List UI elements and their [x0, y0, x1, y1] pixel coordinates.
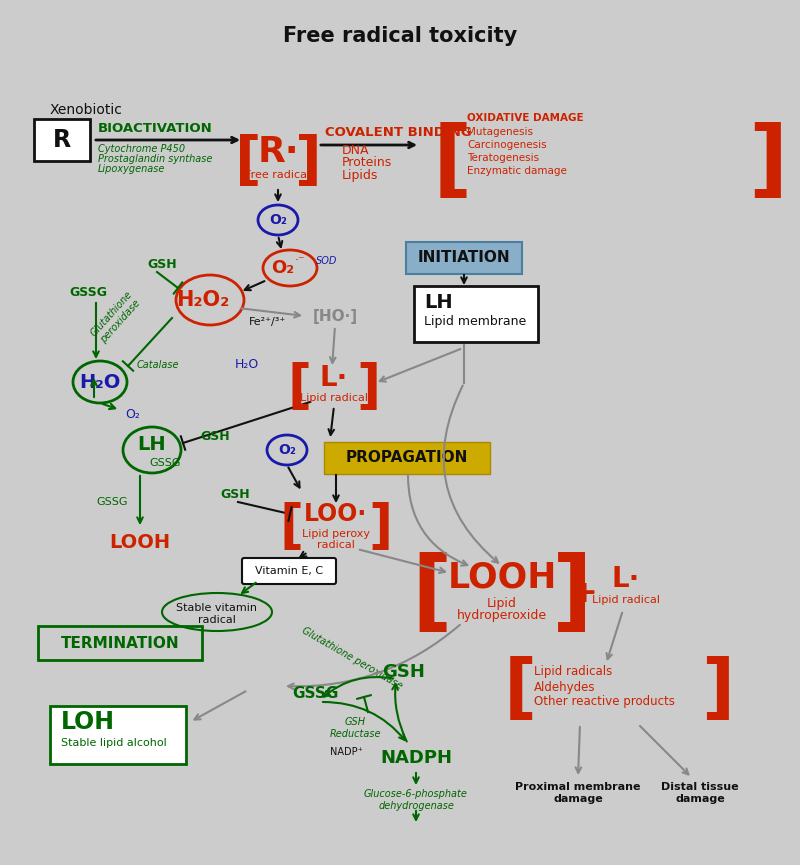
Text: NADP⁺: NADP⁺ — [330, 747, 362, 757]
Text: Fe²⁺/³⁺: Fe²⁺/³⁺ — [250, 317, 286, 327]
Text: Other reactive products: Other reactive products — [534, 695, 675, 708]
Text: [HO·]: [HO·] — [313, 309, 358, 324]
Text: radical: radical — [198, 615, 236, 625]
Text: Free radical: Free radical — [246, 170, 310, 180]
Text: LOOH: LOOH — [110, 534, 170, 553]
FancyBboxPatch shape — [414, 286, 538, 342]
Text: GSSG: GSSG — [150, 458, 181, 468]
Text: Lipid radical: Lipid radical — [592, 595, 660, 605]
Text: NADPH: NADPH — [380, 749, 452, 767]
Text: LOOH: LOOH — [447, 561, 557, 595]
Text: Mutagenesis: Mutagenesis — [467, 127, 533, 137]
Text: Lipoxygenase: Lipoxygenase — [98, 164, 166, 174]
Text: radical: radical — [317, 540, 355, 550]
Text: L·: L· — [612, 565, 640, 593]
Text: ]: ] — [356, 362, 380, 414]
FancyBboxPatch shape — [242, 558, 336, 584]
Text: Distal tissue
damage: Distal tissue damage — [661, 782, 739, 804]
Text: Carcinogenesis: Carcinogenesis — [467, 140, 546, 150]
Text: Lipid radical: Lipid radical — [300, 393, 368, 403]
Text: ]: ] — [368, 502, 392, 554]
Text: Glutathione peroxidase: Glutathione peroxidase — [300, 625, 404, 691]
Text: DNA: DNA — [342, 144, 370, 157]
Text: GSSG: GSSG — [96, 497, 128, 507]
Text: TERMINATION: TERMINATION — [61, 636, 179, 650]
FancyBboxPatch shape — [406, 242, 522, 274]
Text: Glucose-6-phosphate
dehydrogenase: Glucose-6-phosphate dehydrogenase — [364, 789, 468, 811]
Text: Xenobiotic: Xenobiotic — [50, 103, 123, 117]
Text: SOD: SOD — [316, 256, 338, 266]
FancyBboxPatch shape — [324, 442, 490, 474]
Text: [: [ — [412, 552, 452, 638]
Text: [: [ — [280, 502, 304, 554]
Text: [: [ — [503, 656, 537, 725]
Text: O₂: O₂ — [278, 443, 296, 457]
FancyBboxPatch shape — [50, 706, 186, 764]
Text: O₂: O₂ — [269, 213, 287, 227]
Text: INITIATION: INITIATION — [418, 251, 510, 266]
Text: O₂: O₂ — [271, 259, 294, 277]
Text: GSH: GSH — [382, 663, 426, 681]
Text: Lipid peroxy: Lipid peroxy — [302, 529, 370, 539]
Text: Stable vitamin: Stable vitamin — [177, 603, 258, 613]
Text: Free radical toxicity: Free radical toxicity — [283, 26, 517, 46]
Text: PROPAGATION: PROPAGATION — [346, 451, 468, 465]
Text: ]: ] — [294, 134, 322, 191]
Text: Lipid: Lipid — [487, 597, 517, 610]
Text: Enzymatic damage: Enzymatic damage — [467, 166, 567, 176]
Text: [: [ — [234, 134, 262, 191]
Text: GSH: GSH — [147, 259, 177, 272]
Text: Lipids: Lipids — [342, 170, 378, 183]
Text: Prostaglandin synthase: Prostaglandin synthase — [98, 154, 212, 164]
Text: GSH: GSH — [200, 430, 230, 443]
Text: Glutathione
peroxidase: Glutathione peroxidase — [89, 290, 143, 347]
Text: H₂O: H₂O — [79, 373, 121, 392]
Text: LOH: LOH — [61, 710, 115, 734]
Text: Vitamin E, C: Vitamin E, C — [255, 566, 323, 576]
Text: [: [ — [288, 362, 312, 414]
Text: Proximal membrane
damage: Proximal membrane damage — [515, 782, 641, 804]
Text: Lipid radicals: Lipid radicals — [534, 665, 612, 678]
Text: LOO·: LOO· — [304, 502, 368, 526]
Text: ]: ] — [748, 121, 788, 204]
Text: Proteins: Proteins — [342, 157, 392, 170]
Text: GSSG: GSSG — [292, 685, 338, 701]
Text: BIOACTIVATION: BIOACTIVATION — [98, 123, 213, 136]
Text: Teratogenesis: Teratogenesis — [467, 153, 539, 163]
Text: +: + — [572, 579, 598, 607]
Text: H₂O: H₂O — [235, 358, 259, 371]
Text: Aldehydes: Aldehydes — [534, 681, 595, 694]
Text: GSH: GSH — [220, 489, 250, 502]
Text: LH: LH — [424, 293, 453, 312]
Text: O₂: O₂ — [126, 408, 141, 421]
Text: ]: ] — [702, 656, 734, 725]
Text: hydroperoxide: hydroperoxide — [457, 608, 547, 621]
Text: Stable lipid alcohol: Stable lipid alcohol — [61, 738, 166, 748]
Text: L·: L· — [320, 364, 348, 392]
Text: R: R — [53, 128, 71, 152]
Text: COVALENT BINDING: COVALENT BINDING — [325, 126, 472, 139]
Text: GSSG: GSSG — [69, 285, 107, 298]
Text: H₂O₂: H₂O₂ — [176, 290, 230, 310]
Text: [: [ — [432, 121, 472, 204]
Text: OXIDATIVE DAMAGE: OXIDATIVE DAMAGE — [467, 113, 584, 123]
Text: ]: ] — [552, 552, 592, 638]
Text: Lipid membrane: Lipid membrane — [424, 316, 526, 329]
Text: R·: R· — [258, 135, 298, 169]
Text: Cytochrome P450: Cytochrome P450 — [98, 144, 185, 154]
Text: GSH
Reductase: GSH Reductase — [330, 717, 381, 739]
Text: Catalase: Catalase — [137, 360, 179, 370]
FancyBboxPatch shape — [34, 119, 90, 161]
Text: ·⁻: ·⁻ — [294, 254, 306, 267]
Text: LH: LH — [138, 435, 166, 454]
